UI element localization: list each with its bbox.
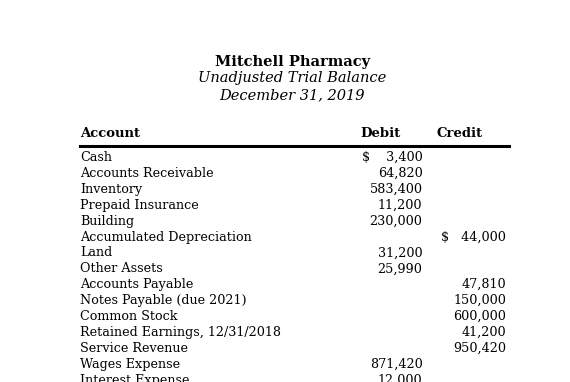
Text: Accumulated Depreciation: Accumulated Depreciation [80,231,252,244]
Text: Credit: Credit [437,127,483,140]
Text: 25,990: 25,990 [377,262,422,275]
Text: 230,000: 230,000 [369,215,422,228]
Text: Account: Account [80,127,140,140]
Text: 31,200: 31,200 [378,246,422,259]
Text: Cash: Cash [80,151,112,164]
Text: $   44,000: $ 44,000 [442,231,506,244]
Text: 150,000: 150,000 [454,294,506,307]
Text: 12,000: 12,000 [378,374,422,382]
Text: Building: Building [80,215,134,228]
Text: Retained Earnings, 12/31/2018: Retained Earnings, 12/31/2018 [80,326,281,339]
Text: 41,200: 41,200 [462,326,506,339]
Text: Debit: Debit [360,127,401,140]
Text: Accounts Payable: Accounts Payable [80,278,193,291]
Text: Prepaid Insurance: Prepaid Insurance [80,199,199,212]
Text: Mitchell Pharmacy: Mitchell Pharmacy [214,55,370,69]
Text: Service Revenue: Service Revenue [80,342,188,355]
Text: Other Assets: Other Assets [80,262,163,275]
Text: Land: Land [80,246,112,259]
Text: 600,000: 600,000 [454,310,506,323]
Text: Notes Payable (due 2021): Notes Payable (due 2021) [80,294,247,307]
Text: 871,420: 871,420 [370,358,422,371]
Text: Inventory: Inventory [80,183,142,196]
Text: Interest Expense: Interest Expense [80,374,190,382]
Text: $    3,400: $ 3,400 [362,151,422,164]
Text: Common Stock: Common Stock [80,310,178,323]
Text: 47,810: 47,810 [462,278,506,291]
Text: Wages Expense: Wages Expense [80,358,180,371]
Text: Accounts Receivable: Accounts Receivable [80,167,214,180]
Text: 64,820: 64,820 [378,167,422,180]
Text: 583,400: 583,400 [369,183,422,196]
Text: 11,200: 11,200 [378,199,422,212]
Text: December 31, 2019: December 31, 2019 [219,88,365,102]
Text: 950,420: 950,420 [453,342,506,355]
Text: Unadjusted Trial Balance: Unadjusted Trial Balance [198,71,386,86]
